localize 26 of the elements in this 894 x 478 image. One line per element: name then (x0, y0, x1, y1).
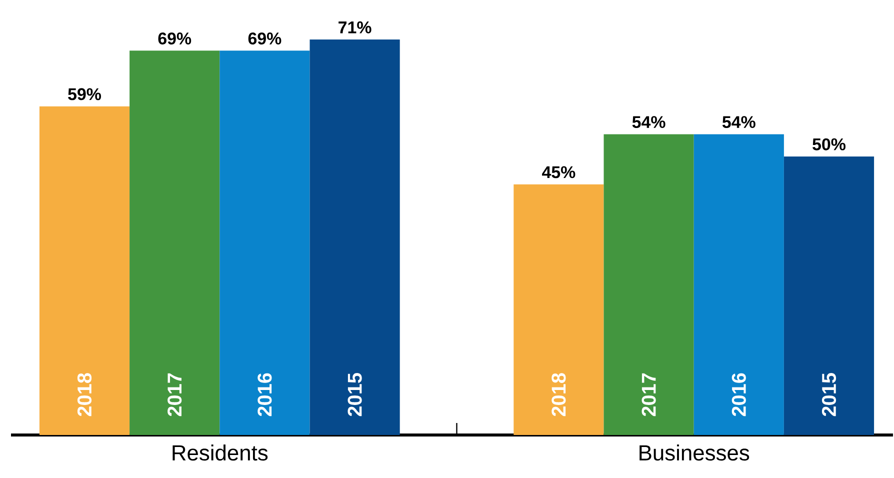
bar (39, 106, 130, 435)
text: 2017 (642, 373, 656, 416)
data-label: 54% (722, 116, 756, 128)
data-label: 71% (338, 21, 372, 34)
data-label: 50% (812, 138, 846, 150)
data-label: 69% (158, 32, 192, 44)
data-label: 69% (248, 32, 282, 44)
series-label: 2017 (168, 373, 182, 416)
text: 2015 (822, 373, 836, 416)
bar (604, 134, 694, 435)
bar (514, 184, 604, 435)
series-label: 2016 (258, 373, 272, 416)
series-label: 2018 (77, 373, 92, 416)
bar (310, 40, 400, 435)
x-tick-label: Businesses (640, 444, 750, 461)
text: 2016 (732, 373, 746, 416)
text: 2018 (552, 373, 566, 416)
x-tick-label: Residents (172, 444, 268, 461)
bar (784, 156, 874, 435)
bar (130, 50, 220, 435)
data-label: 54% (632, 116, 666, 128)
data-label: 59% (68, 88, 101, 100)
bar (694, 134, 784, 435)
data-label: 45% (542, 166, 576, 178)
bar (220, 50, 310, 435)
series-label: 2015 (348, 373, 362, 416)
